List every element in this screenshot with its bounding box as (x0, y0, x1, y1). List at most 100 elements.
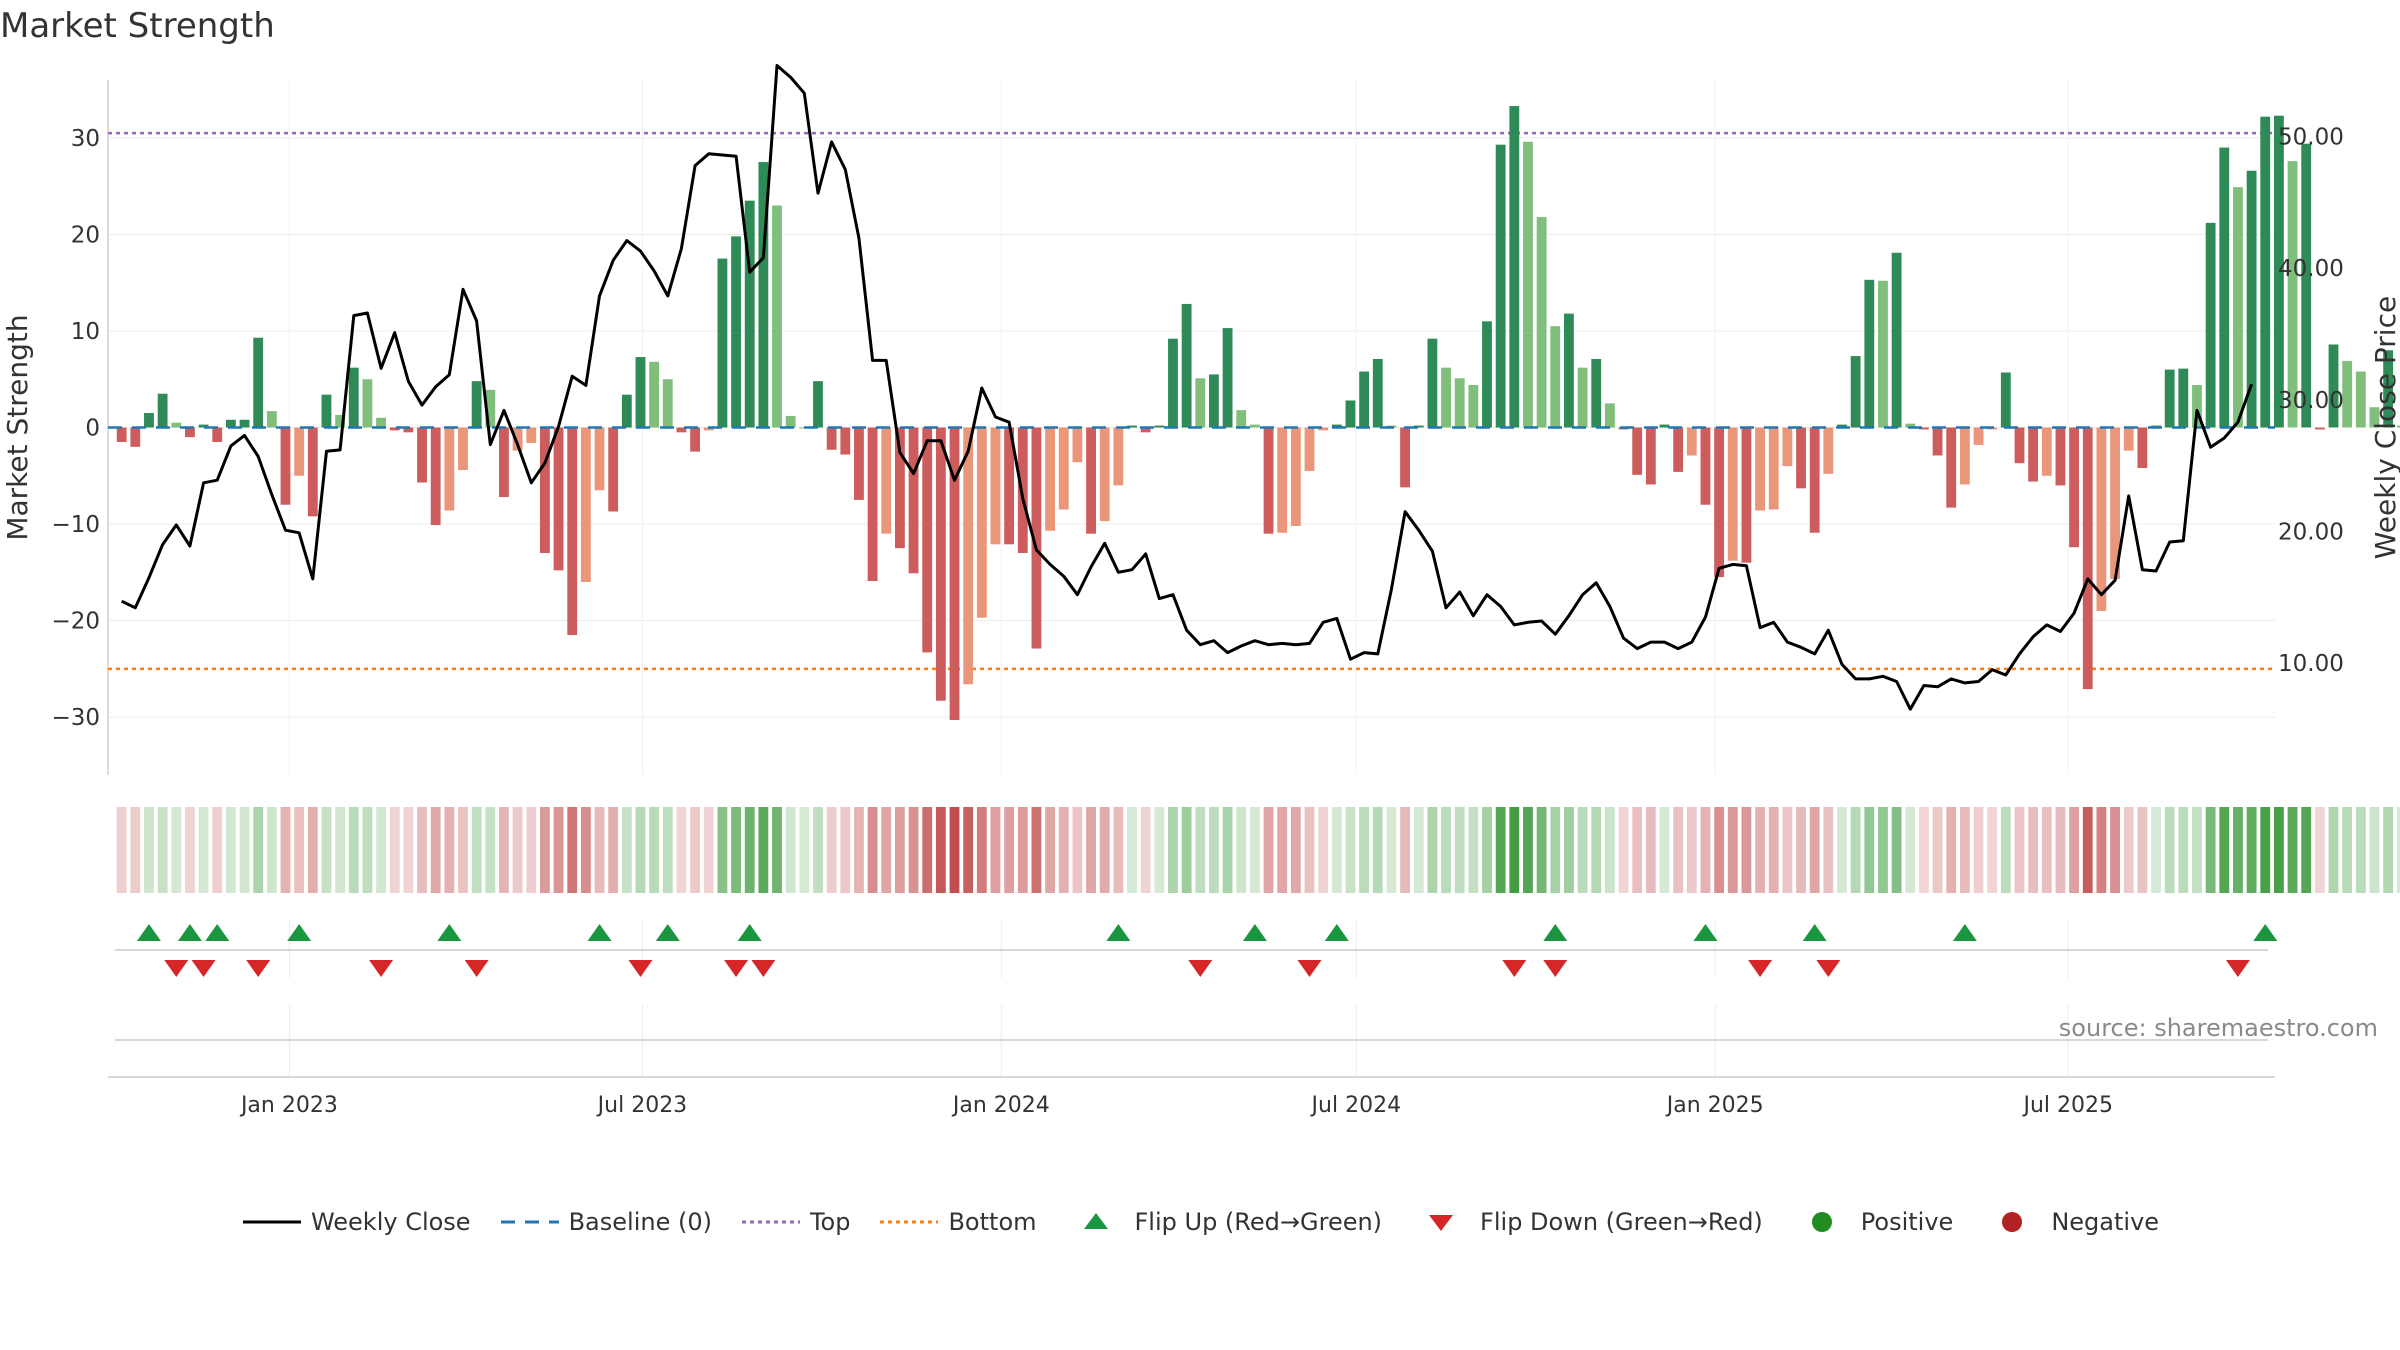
heat-cell (1263, 807, 1274, 893)
heat-cell (253, 807, 264, 893)
strength-bar (1604, 403, 1615, 428)
flip-up-marker (205, 924, 230, 941)
heat-cell (567, 807, 578, 893)
heat-cell (758, 807, 769, 893)
strength-bar (1755, 427, 1765, 511)
heat-cell (1959, 807, 1970, 893)
strength-bar (1168, 338, 1178, 428)
heat-cell (1072, 807, 1083, 893)
heat-cell (1209, 807, 1219, 893)
x-tick-label: Jul 2024 (1310, 1093, 1402, 1118)
heat-cell (799, 807, 810, 893)
heat-cell (2137, 807, 2148, 893)
strength-bar (2082, 427, 2093, 690)
heat-cell (621, 807, 632, 893)
heat-cell (1482, 807, 1492, 893)
heat-cell (553, 807, 564, 893)
heat-cell (157, 807, 168, 893)
flip-up-marker (1952, 924, 1977, 941)
strength-bar (1345, 400, 1356, 428)
strength-bar (1673, 427, 1684, 472)
heat-cell (130, 807, 141, 893)
heat-cell (1645, 807, 1656, 893)
flip-up-marker (2253, 924, 2278, 941)
legend-item-baseline: Baseline (0) (499, 1208, 712, 1236)
heat-cell (539, 807, 550, 893)
heat-cell (908, 807, 919, 893)
strength-bar (2260, 116, 2271, 428)
flip-down-marker (2225, 960, 2250, 977)
flip-up-marker (1242, 924, 1267, 941)
heat-cell (526, 807, 537, 893)
strength-bar (417, 427, 427, 483)
heat-cell (2096, 807, 2107, 893)
strength-bar (116, 427, 127, 442)
flip-down-marker (246, 960, 271, 977)
heat-cell (1932, 807, 1943, 893)
flip-up-marker (437, 924, 462, 941)
strength-bar (1659, 424, 1670, 428)
heat-cell (1946, 807, 1957, 893)
heat-cell (1113, 807, 1124, 893)
strength-bar (867, 427, 878, 581)
heat-cell (1768, 807, 1779, 893)
strength-bar (1195, 378, 1206, 428)
strength-bar (1509, 106, 1520, 428)
strength-bar (239, 419, 250, 428)
heat-cell (976, 807, 987, 893)
heat-cell (2287, 807, 2298, 893)
heat-cell (185, 807, 195, 893)
heat-cell (2014, 807, 2025, 893)
heat-cell (2178, 807, 2189, 893)
strength-bar (2369, 407, 2380, 428)
strength-bar (1878, 280, 1888, 428)
strength-bar (280, 427, 291, 505)
chart-title: Market Strength (0, 6, 275, 46)
heat-cell (1222, 807, 1233, 893)
heat-cell (1345, 807, 1356, 893)
heat-cell (990, 807, 1001, 893)
strength-bar (2028, 427, 2039, 482)
heat-cell (690, 807, 701, 893)
strength-bar (1918, 427, 1929, 430)
strength-bar (1591, 358, 1602, 428)
heat-cell (1031, 807, 1042, 893)
strength-bar (908, 427, 919, 574)
strength-bar (2000, 372, 2011, 428)
strength-bar (376, 417, 386, 428)
heat-cell (1850, 807, 1861, 893)
flip-up-marker (1693, 924, 1718, 941)
flip-up-marker (136, 924, 161, 941)
strength-bar (1468, 385, 1479, 428)
heat-cell (1290, 807, 1301, 893)
strength-bar (854, 427, 864, 500)
strength-bar (1181, 303, 1192, 428)
flip-down-marker (1188, 960, 1213, 977)
heat-cell (1550, 807, 1561, 893)
strength-bar (1209, 374, 1219, 428)
heat-cell (239, 807, 250, 893)
strength-bar (1686, 427, 1697, 456)
strength-bar (1331, 424, 1342, 428)
strength-bar (471, 381, 482, 428)
strength-bar (389, 427, 400, 431)
strength-bar (949, 427, 960, 720)
strength-bar (2137, 427, 2148, 469)
strength-bar (662, 379, 673, 428)
strength-bar (1441, 367, 1451, 428)
strength-bar (1372, 358, 1383, 428)
strength-bar (1523, 141, 1533, 428)
y-right-axis-label: Weekly Close Price (2369, 296, 2400, 559)
strength-bar (1031, 427, 1042, 649)
weekly-close-line (121, 64, 2254, 711)
heat-cell (649, 807, 660, 893)
flip-up-marker (655, 924, 680, 941)
x-tick-label: Jan 2023 (239, 1093, 338, 1118)
heat-cell (1905, 807, 1916, 893)
heat-cell (2151, 807, 2161, 893)
flip-down-marker (1816, 960, 1841, 977)
heat-cell (266, 807, 277, 893)
heat-cell (499, 807, 509, 893)
strength-bar (703, 427, 714, 431)
heat-cell (935, 807, 946, 893)
